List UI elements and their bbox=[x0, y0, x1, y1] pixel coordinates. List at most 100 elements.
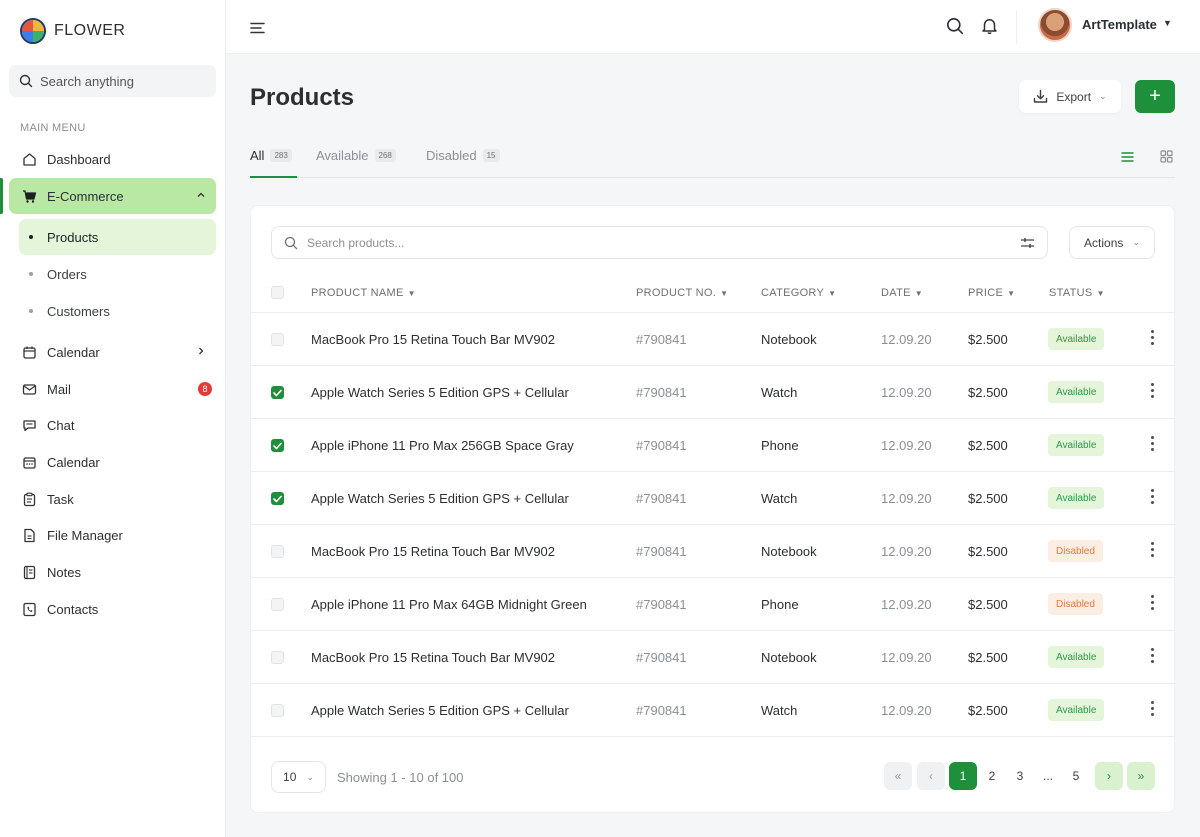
row-checkbox[interactable] bbox=[271, 492, 284, 505]
export-button[interactable]: Export ⌄ bbox=[1019, 80, 1121, 113]
product-name[interactable]: Apple iPhone 11 Pro Max 256GB Space Gray bbox=[311, 438, 574, 453]
more-options-icon[interactable] bbox=[1151, 648, 1154, 663]
more-options-icon[interactable] bbox=[1151, 701, 1154, 716]
prev-page-button[interactable]: ‹ bbox=[917, 762, 945, 790]
product-no: #790841 bbox=[636, 332, 687, 347]
tab-all[interactable]: All 283 bbox=[250, 148, 292, 163]
topbar: ArtTemplate ▼ bbox=[226, 0, 1200, 54]
more-options-icon[interactable] bbox=[1151, 542, 1154, 557]
table-row[interactable]: Apple Watch Series 5 Edition GPS + Cellu… bbox=[251, 366, 1174, 419]
select-all-checkbox[interactable] bbox=[271, 286, 284, 299]
row-checkbox[interactable] bbox=[271, 651, 284, 664]
chevron-up-icon bbox=[196, 189, 206, 203]
table-row[interactable]: Apple iPhone 11 Pro Max 64GB Midnight Gr… bbox=[251, 578, 1174, 631]
table-row[interactable]: MacBook Pro 15 Retina Touch Bar MV902 #7… bbox=[251, 631, 1174, 684]
product-name[interactable]: Apple Watch Series 5 Edition GPS + Cellu… bbox=[311, 703, 569, 718]
list-view-icon[interactable] bbox=[1121, 150, 1134, 168]
product-name[interactable]: Apple Watch Series 5 Edition GPS + Cellu… bbox=[311, 491, 569, 506]
bell-icon[interactable] bbox=[979, 16, 999, 36]
table-row[interactable]: Apple Watch Series 5 Edition GPS + Cellu… bbox=[251, 472, 1174, 525]
category: Notebook bbox=[761, 650, 817, 665]
page-button-2[interactable]: 2 bbox=[988, 769, 996, 783]
table-row[interactable]: Apple Watch Series 5 Edition GPS + Cellu… bbox=[251, 684, 1174, 737]
sidebar-subitem-customers[interactable]: Customers bbox=[19, 293, 216, 329]
product-name[interactable]: Apple Watch Series 5 Edition GPS + Cellu… bbox=[311, 385, 569, 400]
sidebar-item-calendar[interactable]: Calendar bbox=[9, 334, 216, 370]
first-page-button[interactable]: « bbox=[884, 762, 912, 790]
next-page-button[interactable]: › bbox=[1095, 762, 1123, 790]
sidebar-item-task[interactable]: Task bbox=[9, 481, 216, 517]
column-header-product-no[interactable]: PRODUCT NO. ▼ bbox=[636, 287, 728, 299]
page-button-5[interactable]: 5 bbox=[1072, 769, 1080, 783]
last-page-button[interactable]: » bbox=[1127, 762, 1155, 790]
product-name[interactable]: MacBook Pro 15 Retina Touch Bar MV902 bbox=[311, 332, 556, 347]
page-button-1[interactable]: 1 bbox=[949, 762, 977, 790]
sidebar-search-input[interactable] bbox=[40, 73, 200, 89]
page-size-select[interactable]: 10 ⌄ bbox=[271, 761, 326, 793]
more-options-icon[interactable] bbox=[1151, 383, 1154, 398]
column-header-product-name[interactable]: PRODUCT NAME ▼ bbox=[311, 287, 416, 299]
notes-icon bbox=[21, 564, 37, 580]
product-name[interactable]: MacBook Pro 15 Retina Touch Bar MV902 bbox=[311, 544, 556, 559]
sidebar-subitem-label: Products bbox=[47, 229, 99, 245]
product-name[interactable]: Apple iPhone 11 Pro Max 64GB Midnight Gr… bbox=[311, 597, 587, 612]
sidebar-item-ecommerce[interactable]: E-Commerce bbox=[9, 178, 216, 214]
product-name[interactable]: MacBook Pro 15 Retina Touch Bar MV902 bbox=[311, 650, 556, 665]
row-checkbox[interactable] bbox=[271, 598, 284, 611]
actions-dropdown[interactable]: Actions ⌄ bbox=[1069, 226, 1155, 259]
more-options-icon[interactable] bbox=[1151, 330, 1154, 345]
sidebar-item-chat[interactable]: Chat bbox=[9, 407, 216, 443]
column-header-price[interactable]: PRICE ▼ bbox=[968, 287, 1015, 299]
tab-disabled[interactable]: Disabled 15 bbox=[426, 148, 500, 163]
row-checkbox[interactable] bbox=[271, 333, 284, 346]
column-label: PRODUCT NAME bbox=[311, 287, 404, 299]
more-options-icon[interactable] bbox=[1151, 595, 1154, 610]
product-search[interactable] bbox=[271, 226, 1048, 259]
table-row[interactable]: MacBook Pro 15 Retina Touch Bar MV902 #7… bbox=[251, 525, 1174, 578]
username[interactable]: ArtTemplate bbox=[1082, 17, 1157, 32]
column-header-category[interactable]: CATEGORY ▼ bbox=[761, 287, 836, 299]
sidebar-subitem-products[interactable]: Products bbox=[19, 219, 216, 255]
sidebar-item-file-manager[interactable]: File Manager bbox=[9, 517, 216, 553]
add-product-button[interactable]: + bbox=[1135, 80, 1175, 113]
caret-down-icon[interactable]: ▼ bbox=[1163, 18, 1172, 28]
avatar[interactable] bbox=[1038, 8, 1072, 42]
product-no: #790841 bbox=[636, 544, 687, 559]
column-header-date[interactable]: DATE ▼ bbox=[881, 287, 923, 299]
sidebar-item-contacts[interactable]: Contacts bbox=[9, 591, 216, 627]
chevron-down-icon: ⌄ bbox=[1132, 237, 1140, 247]
row-checkbox[interactable] bbox=[271, 704, 284, 717]
more-options-icon[interactable] bbox=[1151, 436, 1154, 451]
sidebar-item-notes[interactable]: Notes bbox=[9, 554, 216, 590]
table-row[interactable]: MacBook Pro 15 Retina Touch Bar MV902 #7… bbox=[251, 313, 1174, 366]
more-options-icon[interactable] bbox=[1151, 489, 1154, 504]
table-header: PRODUCT NAME ▼ PRODUCT NO. ▼ CATEGORY ▼ DAT… bbox=[251, 273, 1174, 313]
row-checkbox[interactable] bbox=[271, 439, 284, 452]
sidebar-item-dashboard[interactable]: Dashboard bbox=[9, 141, 216, 177]
brand-name: FLOWER bbox=[54, 22, 126, 39]
chevron-right-icon: › bbox=[1107, 769, 1111, 783]
menu-toggle-icon[interactable] bbox=[250, 21, 265, 39]
product-no: #790841 bbox=[636, 491, 687, 506]
row-checkbox[interactable] bbox=[271, 386, 284, 399]
row-checkbox[interactable] bbox=[271, 545, 284, 558]
showing-count: Showing 1 - 10 of 100 bbox=[337, 770, 464, 785]
sidebar-search[interactable] bbox=[9, 65, 216, 97]
sidebar-item-calendar-2[interactable]: Calendar bbox=[9, 444, 216, 480]
product-search-input[interactable] bbox=[307, 235, 987, 250]
filter-sliders-icon[interactable] bbox=[1020, 236, 1035, 255]
column-header-status[interactable]: STATUS ▼ bbox=[1049, 287, 1105, 299]
date: 12.09.20 bbox=[881, 385, 932, 400]
page-button-3[interactable]: 3 bbox=[1016, 769, 1024, 783]
sidebar-subitem-orders[interactable]: Orders bbox=[19, 256, 216, 292]
sort-down-icon: ▼ bbox=[914, 288, 923, 298]
table-row[interactable]: Apple iPhone 11 Pro Max 256GB Space Gray… bbox=[251, 419, 1174, 472]
category: Watch bbox=[761, 385, 798, 400]
brand[interactable]: FLOWER bbox=[20, 18, 125, 44]
sort-down-icon: ▼ bbox=[407, 288, 416, 298]
sidebar-item-mail[interactable]: Mail 8 bbox=[9, 371, 216, 407]
grid-view-icon[interactable] bbox=[1160, 150, 1173, 168]
date: 12.09.20 bbox=[881, 438, 932, 453]
tab-available[interactable]: Available 268 bbox=[316, 148, 396, 163]
search-icon[interactable] bbox=[945, 16, 965, 36]
